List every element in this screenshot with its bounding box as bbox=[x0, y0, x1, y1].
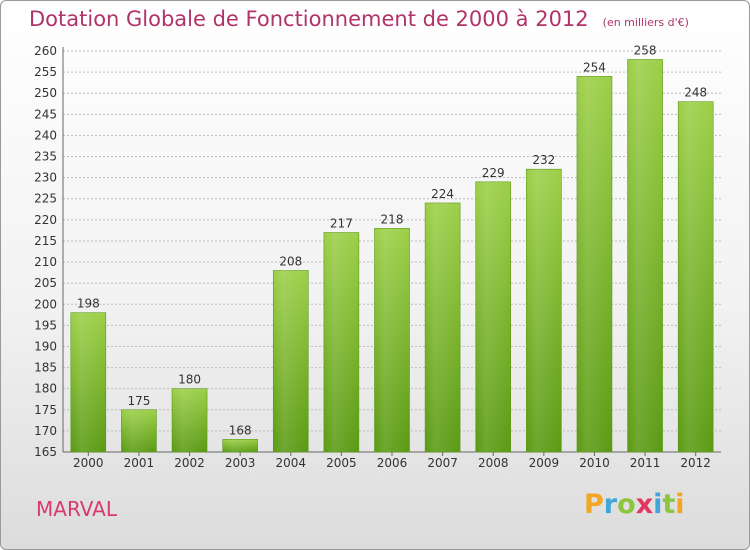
x-tick-label: 2008 bbox=[478, 456, 509, 470]
bar-value-label: 229 bbox=[482, 166, 505, 180]
y-tick-label: 205 bbox=[34, 276, 57, 290]
y-tick-label: 165 bbox=[34, 445, 57, 459]
bar-value-label: 208 bbox=[279, 254, 302, 268]
title-line: Dotation Globale de Fonctionnement de 20… bbox=[29, 7, 689, 31]
bar-value-label: 248 bbox=[684, 86, 707, 100]
bar-sheen bbox=[323, 232, 359, 452]
y-tick-label: 255 bbox=[34, 65, 57, 79]
y-tick-labels: 165 170 175 180 185 190 195 200 205 210 215 220 225 2… bbox=[34, 44, 57, 459]
bar-value-label: 258 bbox=[634, 43, 657, 57]
x-tick-labels: 2000 2001 2002 2003 2004 2005 2006 2007 2008 2009… bbox=[73, 456, 711, 470]
bar-value-label: 168 bbox=[229, 423, 252, 437]
y-tick-label: 250 bbox=[34, 86, 57, 100]
bar-value-label: 198 bbox=[77, 297, 100, 311]
chart-title: Dotation Globale de Fonctionnement de 20… bbox=[29, 7, 589, 31]
bar-sheen bbox=[374, 228, 410, 452]
x-tick-label: 2010 bbox=[579, 456, 610, 470]
x-tick-label: 2003 bbox=[225, 456, 256, 470]
bar-sheen bbox=[627, 59, 663, 452]
commune-name: MARVAL bbox=[36, 497, 117, 521]
bar-value-label: 175 bbox=[127, 394, 150, 408]
x-tick-label: 2004 bbox=[275, 456, 306, 470]
bar-sheen bbox=[222, 439, 258, 452]
bar-sheen bbox=[576, 76, 612, 452]
bar-value-label: 180 bbox=[178, 373, 201, 387]
bar-value-label: 224 bbox=[431, 187, 454, 201]
bars bbox=[70, 59, 714, 453]
y-tick-label: 180 bbox=[34, 382, 57, 396]
y-tick-label: 225 bbox=[34, 192, 57, 206]
x-tick-label: 2012 bbox=[680, 456, 711, 470]
y-tick-label: 220 bbox=[34, 213, 57, 227]
bar-value-label: 217 bbox=[330, 217, 353, 231]
y-tick-label: 240 bbox=[34, 128, 57, 142]
x-tick-label: 2011 bbox=[630, 456, 661, 470]
bar-value-label: 218 bbox=[381, 212, 404, 226]
y-tick-label: 190 bbox=[34, 339, 57, 353]
x-tick-label: 2007 bbox=[427, 456, 458, 470]
y-tick-label: 210 bbox=[34, 255, 57, 269]
bar-sheen bbox=[425, 202, 461, 452]
bar-sheen bbox=[526, 169, 562, 453]
y-tick-label: 245 bbox=[34, 107, 57, 121]
bar-sheen bbox=[172, 388, 208, 452]
proxiti-logo: Proxiti bbox=[584, 489, 685, 520]
bar-sheen bbox=[678, 101, 714, 452]
bar-sheen bbox=[121, 409, 157, 452]
y-tick-label: 230 bbox=[34, 171, 57, 185]
bar-sheen bbox=[273, 270, 309, 452]
x-tick-label: 2009 bbox=[529, 456, 560, 470]
x-tick-label: 2001 bbox=[124, 456, 155, 470]
bar-sheen bbox=[475, 181, 511, 452]
x-tick-label: 2000 bbox=[73, 456, 104, 470]
y-tick-label: 200 bbox=[34, 297, 57, 311]
y-tick-label: 260 bbox=[34, 44, 57, 58]
y-tick-label: 195 bbox=[34, 318, 57, 332]
y-tick-label: 170 bbox=[34, 424, 57, 438]
x-tick-label: 2002 bbox=[174, 456, 205, 470]
x-tick-label: 2005 bbox=[326, 456, 357, 470]
y-tick-label: 235 bbox=[34, 150, 57, 164]
y-tick-label: 185 bbox=[34, 361, 57, 375]
value-labels: 198 175 180 168 208 217 218 224 229 232 254 258 248 bbox=[77, 43, 707, 437]
bar-value-label: 254 bbox=[583, 60, 606, 74]
bar-value-label: 232 bbox=[532, 153, 555, 167]
x-tick-label: 2006 bbox=[377, 456, 408, 470]
chart-unit: (en milliers d'€) bbox=[602, 16, 689, 29]
y-tick-label: 175 bbox=[34, 403, 57, 417]
bar-sheen bbox=[70, 312, 106, 452]
y-tick-label: 215 bbox=[34, 234, 57, 248]
